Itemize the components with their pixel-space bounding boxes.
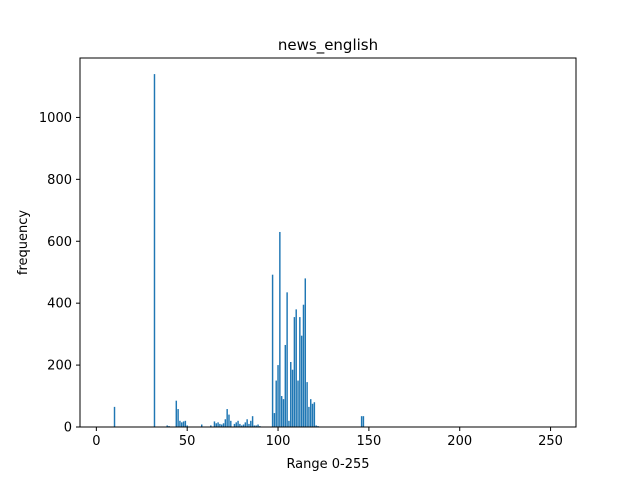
bar-120 (313, 402, 316, 427)
bar-89 (257, 424, 259, 427)
bar-97 (271, 274, 274, 427)
x-tick-label-0: 0 (92, 434, 100, 449)
bar-72 (226, 409, 228, 427)
bar-107 (290, 361, 292, 427)
bar-44 (175, 400, 178, 427)
bar-88 (255, 425, 257, 427)
bar-32 (153, 74, 156, 427)
bar-86 (251, 416, 254, 427)
bars-group (113, 74, 365, 427)
bar-110 (295, 309, 297, 427)
bar-46 (179, 420, 181, 427)
bar-58 (201, 424, 203, 427)
x-tick-label-100: 100 (266, 434, 291, 449)
bar-87 (253, 425, 256, 427)
bar-112 (299, 317, 301, 427)
bar-121 (315, 425, 317, 427)
bar-69 (220, 424, 223, 427)
bar-105 (286, 292, 288, 427)
bar-101 (279, 231, 281, 427)
y-tick-label-1000: 1000 (39, 111, 72, 126)
bar-78 (237, 420, 239, 427)
bar-70 (222, 423, 225, 427)
bar-146 (360, 416, 363, 427)
bar-71 (224, 419, 227, 427)
y-tick-label-600: 600 (47, 235, 72, 250)
x-ticks-group: 0 50 100 150 200 250 (92, 427, 563, 449)
y-ticks-group: 0 200 400 600 800 1000 (39, 111, 80, 436)
bar-82 (244, 422, 247, 427)
bar-103 (282, 399, 285, 427)
bar-118 (310, 399, 312, 427)
bar-119 (311, 403, 314, 427)
y-tick-label-0: 0 (64, 421, 72, 436)
bar-65 (213, 421, 216, 427)
bar-116 (306, 382, 308, 427)
bar-68 (219, 423, 221, 427)
bar-99 (275, 380, 277, 427)
plot-frame (79, 57, 577, 428)
bar-10 (113, 406, 116, 427)
bar-74 (230, 420, 232, 427)
bar-100 (277, 365, 279, 427)
bar-84 (248, 423, 250, 427)
y-tick-label-200: 200 (47, 359, 72, 374)
bar-147 (362, 416, 365, 427)
bar-81 (242, 424, 245, 427)
bar-117 (308, 406, 310, 427)
bar-80 (240, 425, 243, 427)
chart-title: news_english (278, 36, 378, 55)
bar-109 (293, 317, 296, 427)
bar-102 (280, 396, 283, 427)
bar-106 (288, 420, 290, 427)
bar-49 (184, 420, 187, 427)
bar-115 (304, 278, 307, 427)
bar-66 (215, 423, 217, 427)
bar-83 (246, 419, 248, 427)
bar-79 (239, 423, 241, 427)
x-axis-label: Range 0-255 (286, 457, 369, 472)
bar-63 (210, 425, 212, 427)
x-tick-label-200: 200 (447, 434, 472, 449)
bar-76 (233, 423, 236, 427)
bar-113 (300, 335, 303, 427)
y-axis-label: frequency (16, 210, 31, 276)
bar-108 (291, 369, 294, 427)
bar-104 (284, 344, 287, 427)
bar-39 (166, 425, 168, 427)
bar-48 (182, 421, 185, 427)
bar-50 (186, 425, 188, 427)
y-tick-label-400: 400 (47, 297, 72, 312)
bar-114 (302, 304, 305, 427)
x-tick-label-150: 150 (356, 434, 381, 449)
bar-73 (228, 414, 230, 427)
bar-67 (217, 422, 219, 427)
bar-111 (297, 380, 299, 427)
y-tick-label-800: 800 (47, 173, 72, 188)
x-tick-label-250: 250 (538, 434, 563, 449)
bar-85 (250, 420, 252, 427)
bar-77 (235, 422, 237, 427)
bar-45 (177, 409, 179, 427)
bar-98 (273, 413, 276, 427)
bar-47 (181, 422, 183, 427)
x-tick-label-50: 50 (179, 434, 196, 449)
